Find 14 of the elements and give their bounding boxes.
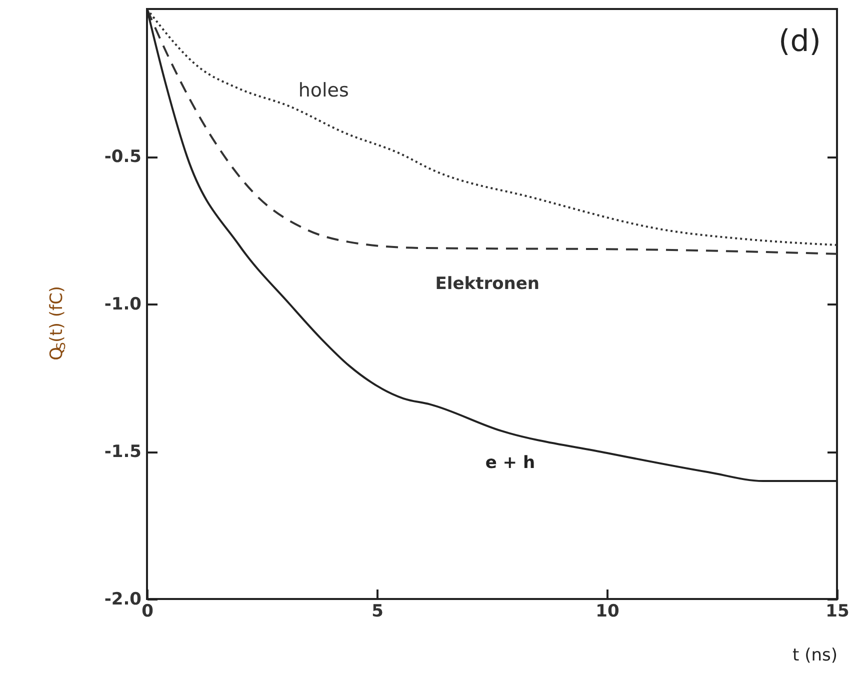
x-tick-label: 10 — [596, 602, 620, 622]
series-label: e + h — [485, 452, 536, 473]
x-axis-title: t (ns) — [792, 646, 838, 666]
x-tick-label: 5 — [372, 602, 384, 622]
x-tick-label: 0 — [142, 602, 154, 622]
x-tick-label: 15 — [826, 602, 850, 622]
y-tick-label: -1.0 — [104, 294, 142, 314]
series-label: holes — [298, 79, 349, 102]
annotation: (d) — [778, 24, 821, 59]
y-tick-label: -1.5 — [104, 442, 142, 462]
y-tick-label: -2.0 — [104, 590, 142, 610]
y-axis-title: QS(t) (fC) — [47, 286, 68, 360]
series-label: Elektronen — [435, 274, 540, 294]
y-tick-label: -0.5 — [104, 147, 142, 167]
